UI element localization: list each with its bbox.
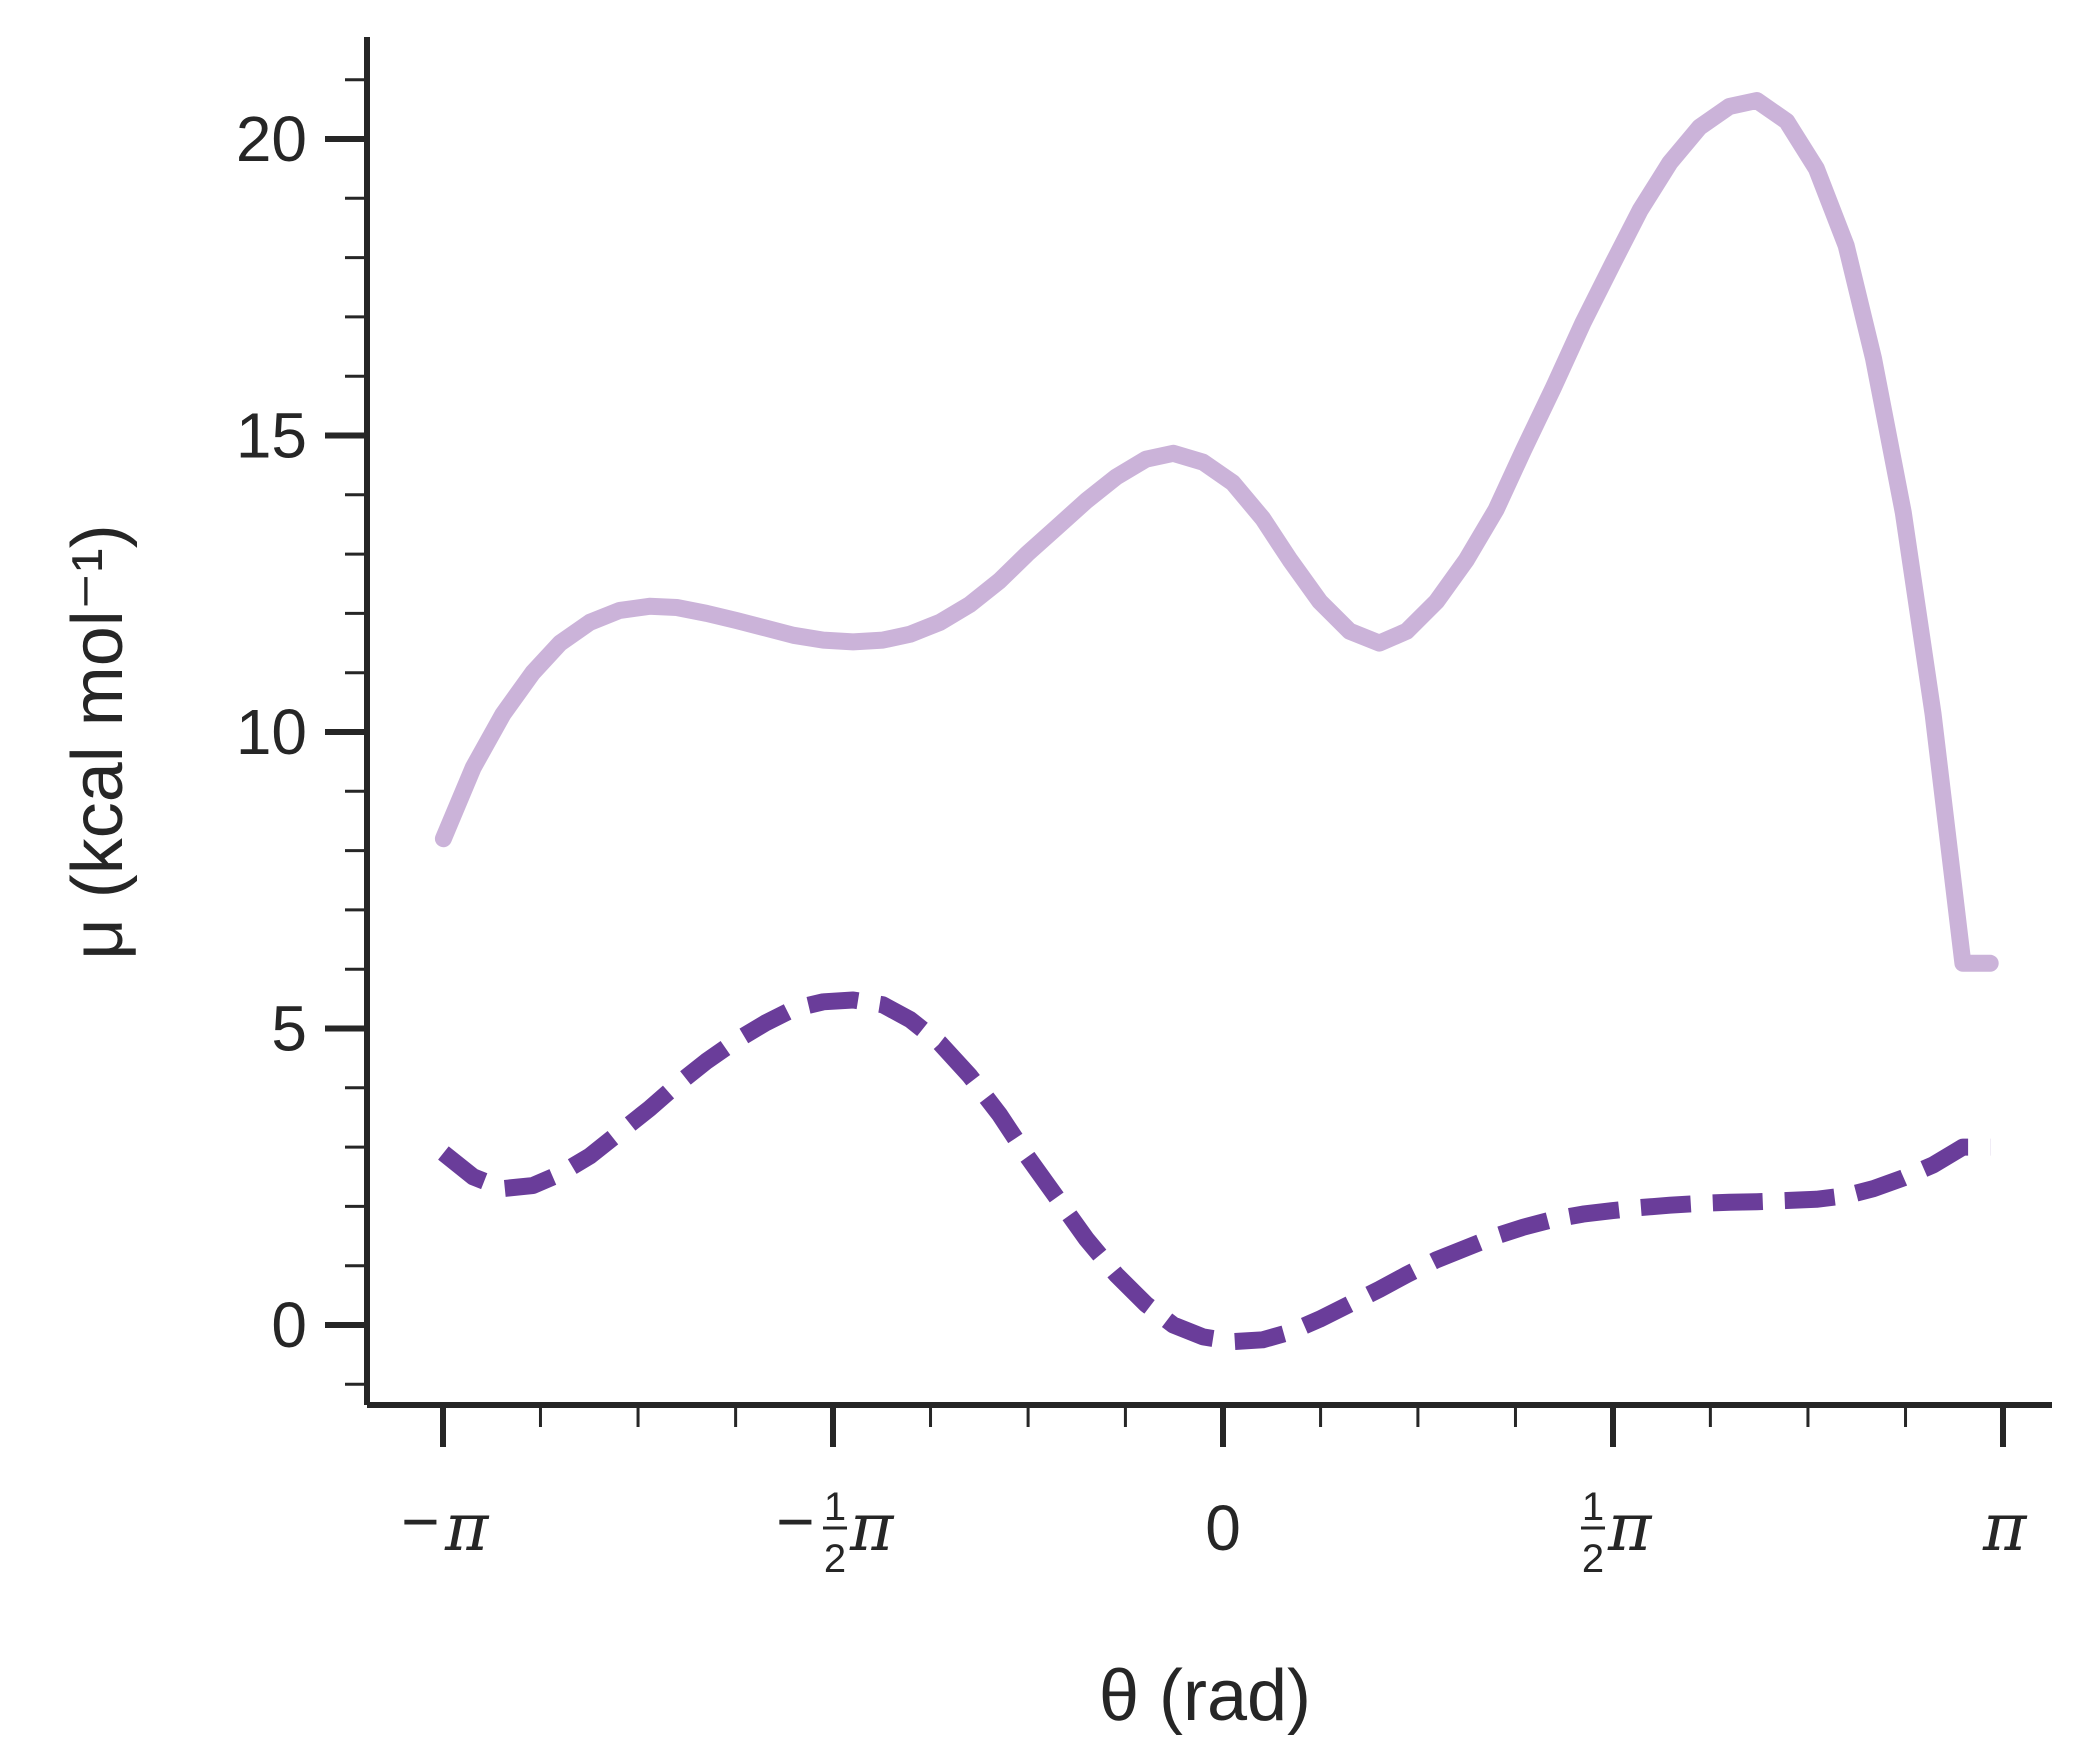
x-tick-frac-den: 2 xyxy=(824,1537,846,1581)
x-tick-frac-num: 1 xyxy=(1582,1485,1604,1529)
series-layer xyxy=(434,92,1999,1351)
x-tick-frac-num: 1 xyxy=(824,1485,846,1529)
x-tick-pi: π xyxy=(444,1489,490,1566)
y-tick-label: 0 xyxy=(271,1289,307,1361)
axes-layer xyxy=(364,37,2052,1408)
x-tick-pi: π xyxy=(1982,1489,2028,1566)
x-tick-sign: − xyxy=(401,1484,440,1558)
x-tick-label: 1 2 π xyxy=(1581,1485,1653,1581)
series-line-solid xyxy=(434,92,1999,972)
y-axis-title: μ (kcal mol⁻¹) xyxy=(58,524,138,959)
x-tick-sign: − xyxy=(776,1484,815,1558)
y-tick-label: 10 xyxy=(236,696,307,768)
x-tick-pi: π xyxy=(1607,1489,1653,1566)
y-tick-label: 5 xyxy=(271,993,307,1065)
x-tick-label: −1 2 π xyxy=(776,1484,895,1581)
x-axis-title: θ (rad) xyxy=(1099,1656,1311,1736)
x-tick-frac-den: 2 xyxy=(1582,1537,1604,1581)
series-line-dashed xyxy=(438,991,1991,1351)
x-tick-pi: π xyxy=(849,1489,895,1566)
x-tick-label: 0 xyxy=(1205,1492,1241,1564)
x-tick-label-text: 0 xyxy=(1205,1492,1241,1564)
y-tick-label: 20 xyxy=(236,103,307,175)
y-tick-label: 15 xyxy=(236,400,307,472)
x-tick-label: π xyxy=(1982,1489,2028,1566)
x-tick-label: − π xyxy=(401,1484,490,1566)
